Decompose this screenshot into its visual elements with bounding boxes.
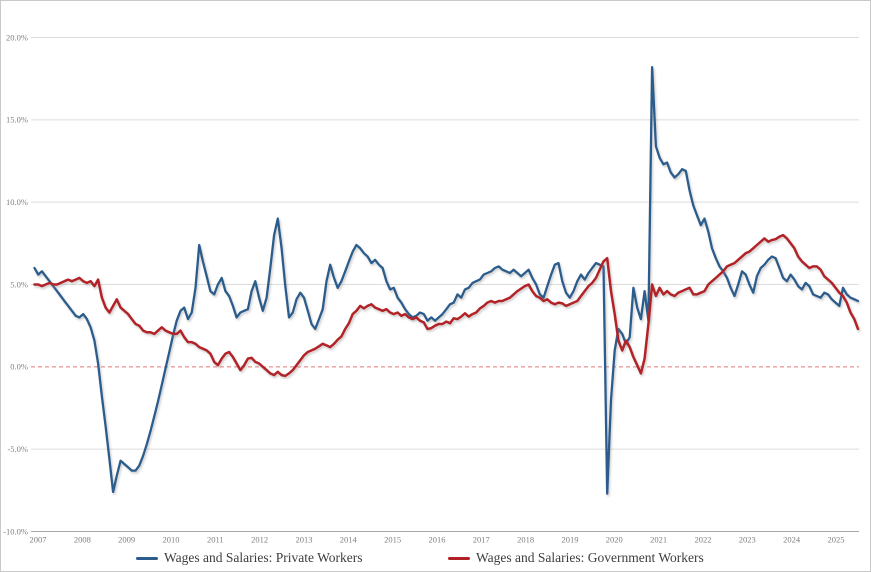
private-workers-line <box>33 65 860 495</box>
x-axis-tick-label: 2010 <box>162 535 179 545</box>
x-axis-tick-label: 2008 <box>74 535 91 545</box>
x-axis-tick-label: 2009 <box>118 535 135 545</box>
x-axis-tick-label: 2007 <box>30 535 47 545</box>
x-axis-tick-label: 2024 <box>783 535 801 545</box>
y-axis-tick-label: -10.0% <box>3 526 28 536</box>
x-axis-tick-label: 2019 <box>561 535 578 545</box>
legend-label-private: Wages and Salaries: Private Workers <box>164 550 363 565</box>
x-axis-tick-label: 2023 <box>739 535 756 545</box>
y-axis-tick-label: 20.0% <box>6 32 28 42</box>
y-axis-tick-label: 10.0% <box>6 197 28 207</box>
government-line-swatch <box>448 556 470 560</box>
private-line-swatch <box>136 556 158 560</box>
legend-label-government: Wages and Salaries: Government Workers <box>476 550 704 565</box>
x-axis-tick-label: 2017 <box>473 535 490 545</box>
legend-item-private: Wages and Salaries: Private Workers <box>136 550 363 566</box>
x-axis-tick-label: 2022 <box>694 535 711 545</box>
government-workers-line <box>33 233 860 378</box>
y-axis-tick-label: -5.0% <box>7 444 28 454</box>
x-axis-tick-label: 2011 <box>207 535 224 545</box>
x-axis-tick-label: 2020 <box>606 535 623 545</box>
x-axis-tick-label: 2018 <box>517 535 534 545</box>
x-axis-tick-label: 2015 <box>384 535 401 545</box>
x-axis-tick-label: 2025 <box>827 535 844 545</box>
y-axis-tick-label: 0.0% <box>10 362 28 372</box>
x-axis-tick-label: 2012 <box>251 535 268 545</box>
x-axis-tick-label: 2016 <box>428 535 445 545</box>
x-axis-tick-label: 2014 <box>340 535 358 545</box>
x-axis-tick-label: 2013 <box>295 535 312 545</box>
x-axis-tick-label: 2021 <box>650 535 667 545</box>
y-axis-tick-label: 5.0% <box>10 279 28 289</box>
legend-item-government: Wages and Salaries: Government Workers <box>448 550 704 566</box>
y-axis-tick-label: 15.0% <box>6 115 28 125</box>
